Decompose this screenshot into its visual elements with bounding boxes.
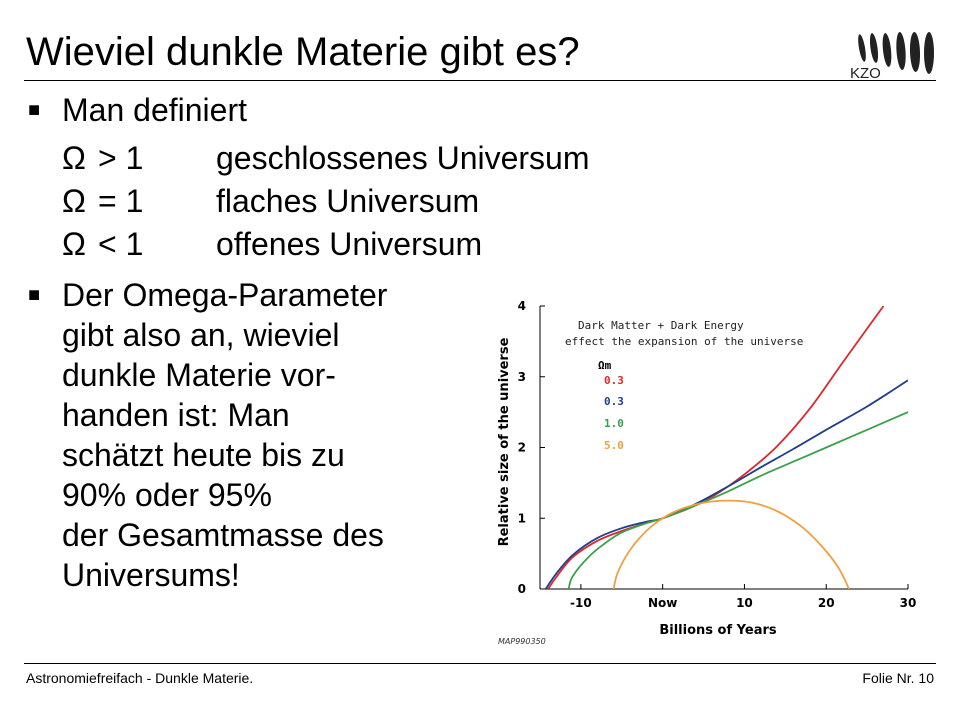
bullet-heading: Man definiert [62,92,247,128]
series-line-omega-5.0 [612,499,850,589]
y-tick-label: 0 [518,582,526,596]
legend-entry: 0.3 [604,395,624,408]
universe-type: offenes Universum [216,226,483,262]
x-tick-label: Now [648,596,677,610]
text-line: Der Omega-Parameter [62,277,388,313]
text-line: schätzt heute bis zu [62,437,345,473]
text-line: 90% oder 95% [62,477,272,513]
logo-stroke [882,33,892,67]
logo-stroke [869,33,879,63]
text-line: handen ist: Man [62,397,290,433]
text-line: der Gesamtmasse des [62,517,384,553]
footer-course: Astronomiefreifach - Dunkle Materie. [26,670,254,686]
logo-stroke [896,32,906,70]
y-tick-label: 4 [518,299,526,313]
definition-row: Ω = 1 flaches Universum [62,181,590,224]
omega-symbol: Ω [62,226,86,262]
legend-entry: 1.0 [604,417,624,430]
universe-type: flaches Universum [216,183,480,219]
y-tick-label: 3 [518,370,526,384]
omega-definitions: Ω > 1 geschlossenes Universum Ω = 1 flaches … [62,138,590,267]
series-line-omega-1.0 [567,411,908,589]
x-tick-label: -10 [570,596,592,610]
omega-symbol: Ω [62,183,86,219]
x-tick-label: 20 [818,596,835,610]
y-axis-label: Relative size of the universe [497,337,512,546]
logo-text: KZO [850,65,881,80]
series-line-omega-0.3 [544,379,908,589]
legend-entry: 0.3 [604,374,624,387]
logo-stroke [909,32,921,72]
slide-title: Wieviel dunkle Materie gibt es? [26,30,580,74]
title-rule [24,80,936,81]
definition-row: Ω > 1 geschlossenes Universum [62,138,590,181]
chart-credit: MAP990350 [498,637,546,646]
legend-entry: 5.0 [604,439,624,452]
logo-stroke [924,32,934,74]
omega-relation: < 1 [98,226,144,262]
kzo-logo: KZO [850,32,934,80]
x-axis-label: Billions of Years [659,623,777,638]
y-tick-label: 2 [518,441,526,455]
omega-explanation: Der Omega-Parameter gibt also an, wievie… [62,275,387,595]
omega-relation: = 1 [98,183,144,219]
x-tick-label: 30 [900,596,917,610]
definition-row: Ω < 1 offenes Universum [62,224,590,267]
universe-type: geschlossenes Universum [216,140,590,176]
bullet-marker: ■ [28,99,41,121]
x-tick-label: 10 [736,596,753,610]
logo-stroke [858,34,866,62]
chart-annotation: Dark Matter + Dark Energy [578,319,744,332]
bullet-marker: ■ [28,284,41,306]
footer-slide-number: Folie Nr. 10 [862,670,934,686]
chart-annotation: effect the expansion of the universe [565,335,803,348]
text-line: dunkle Materie vor- [62,357,336,393]
footer-rule [24,663,936,664]
expansion-chart: Dark Matter + Dark Energy effect the exp… [497,299,917,646]
text-line: gibt also an, wieviel [62,317,340,353]
legend-title: Ωm [598,359,612,372]
omega-symbol: Ω [62,140,86,176]
y-tick-label: 1 [518,511,526,525]
series-line-omega-0.3 [547,306,885,589]
omega-relation: > 1 [98,140,144,176]
text-line: Universums! [62,557,240,593]
